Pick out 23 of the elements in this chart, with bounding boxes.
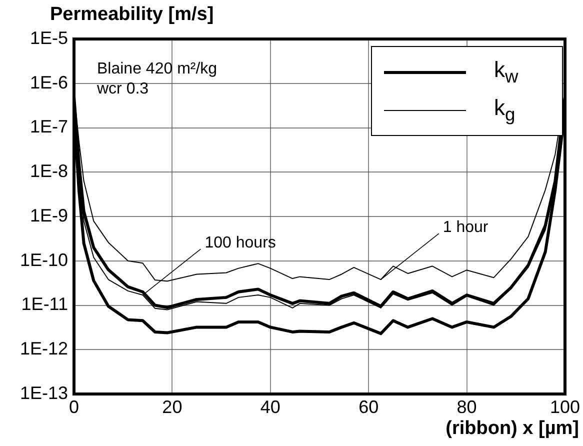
y-tick-label: 1E-6 [30, 72, 68, 92]
y-tick-label: 1E-12 [20, 338, 68, 359]
x-axis-title: (ribbon) x [µm] [446, 418, 579, 440]
y-tick-label: 1E-7 [30, 116, 68, 137]
y-tick-label: 1E-8 [30, 161, 68, 182]
annotation: wcr 0.3 [96, 80, 149, 98]
legend-label: k$_{w}$ [494, 56, 518, 88]
x-tick-label: 60 [358, 396, 379, 417]
y-tick-label: 1E-5 [30, 28, 68, 48]
legend-label: k$_{g}$ [494, 94, 516, 126]
annotation: 1 hour [442, 218, 489, 236]
y-tick-label: 1E-11 [21, 294, 68, 314]
chart-title: Permeability [m/s] [50, 4, 214, 26]
x-tick-label: 100 [550, 396, 580, 417]
annotation: 100 hours [204, 234, 276, 252]
y-tick-label: 1E-9 [30, 205, 68, 226]
y-tick-label: 1E-10 [20, 250, 68, 270]
x-tick-label: 80 [456, 396, 477, 417]
x-tick-label: 0 [68, 396, 80, 417]
x-tick-label: 20 [162, 396, 182, 417]
x-tick-label: 40 [260, 396, 280, 417]
annotation: Blaine 420 m²/kg [97, 60, 218, 78]
y-tick-label: 1E-13 [20, 382, 68, 403]
